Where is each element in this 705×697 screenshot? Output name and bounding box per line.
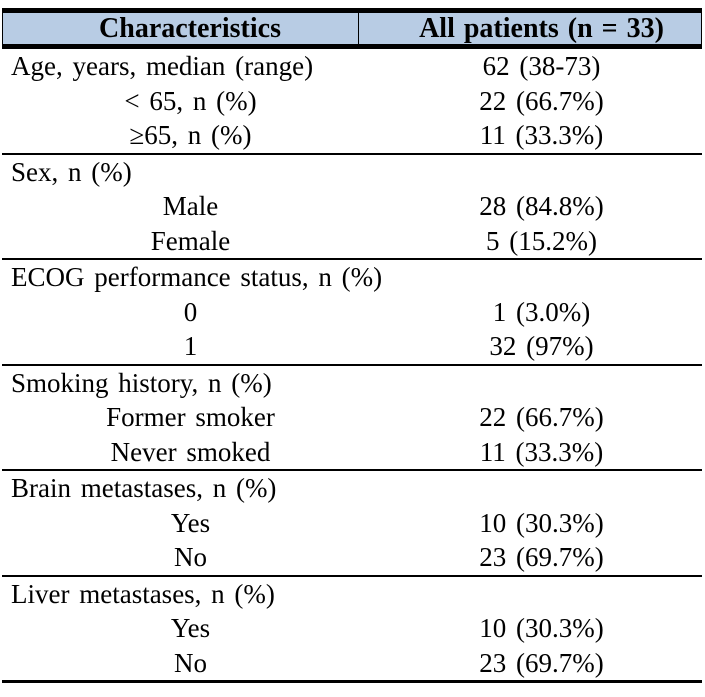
row-value: 23 (69.7%) (479, 542, 604, 573)
row-label: Age, years, median (range) (11, 51, 314, 82)
table-row: < 65, n (%) 22 (66.7%) (2, 84, 702, 119)
row-label: Yes (170, 507, 211, 538)
table-row: Male 28 (84.8%) (2, 189, 702, 224)
row-value: 22 (66.7%) (479, 402, 604, 433)
row-label: Male (162, 191, 219, 222)
table-row-category: ECOG performance status, n (%) (2, 260, 702, 295)
row-value: 1 (3.0%) (492, 296, 591, 327)
row-label: ≥65, n (%) (129, 120, 252, 151)
row-label: No (174, 542, 207, 573)
row-value: 62 (38-73) (482, 51, 601, 82)
table-row-category: Age, years, median (range) 62 (38-73) (2, 49, 702, 84)
row-value: 32 (97%) (489, 331, 594, 362)
row-label: 1 (183, 331, 198, 362)
table-row: No 23 (69.7%) (2, 540, 702, 575)
row-label: Never smoked (110, 436, 271, 467)
row-value: 5 (15.2%) (486, 225, 597, 256)
table-row: Former smoker 22 (66.7%) (2, 400, 702, 435)
table-body: Age, years, median (range) 62 (38-73) < 65… (2, 49, 702, 683)
patient-characteristics-table: Characteristics All patients (n = 33) Ag… (2, 8, 702, 683)
column-header-all-patients: All patients (n = 33) (419, 13, 664, 44)
table-section: Brain metastases, n (%) Yes 10 (30.3%) No 23… (2, 471, 702, 577)
row-label: ECOG performance status, n (%) (11, 262, 383, 293)
table-section: Sex, n (%) Male 28 (84.8%) Female 5 (15.2%) (2, 155, 702, 260)
table-row-category: Liver metastases, n (%) (2, 577, 702, 612)
row-label: Smoking history, n (%) (11, 367, 272, 398)
row-value: 10 (30.3%) (479, 613, 604, 644)
table-row-category: Brain metastases, n (%) (2, 471, 702, 506)
table-row: 1 32 (97%) (2, 329, 702, 364)
row-value: 11 (33.3%) (479, 120, 604, 151)
table-row: Never smoked 11 (33.3%) (2, 435, 702, 470)
table-section: ECOG performance status, n (%) 0 1 (3.0%) 1… (2, 260, 702, 366)
row-value: 23 (69.7%) (479, 647, 604, 678)
table-row: No 23 (69.7%) (2, 646, 702, 681)
table-header-row: Characteristics All patients (n = 33) (2, 12, 702, 49)
row-value: 10 (30.3%) (479, 507, 604, 538)
table-row-category: Sex, n (%) (2, 155, 702, 190)
row-label: No (174, 647, 207, 678)
table-row: 0 1 (3.0%) (2, 295, 702, 330)
table-row: Yes 10 (30.3%) (2, 611, 702, 646)
column-header-characteristics: Characteristics (2, 12, 359, 45)
row-label: Liver metastases, n (%) (11, 578, 275, 609)
table-section: Smoking history, n (%) Former smoker 22 (6… (2, 366, 702, 471)
row-value: 22 (66.7%) (479, 85, 604, 116)
row-label: Sex, n (%) (11, 156, 132, 187)
table-row: ≥65, n (%) 11 (33.3%) (2, 118, 702, 153)
row-label: Yes (170, 613, 211, 644)
row-label: Brain metastases, n (%) (11, 473, 277, 504)
table-section: Liver metastases, n (%) Yes 10 (30.3%) No 23… (2, 577, 702, 683)
table-row: Yes 10 (30.3%) (2, 506, 702, 541)
row-label: Former smoker (106, 402, 275, 433)
table-section: Age, years, median (range) 62 (38-73) < 65… (2, 49, 702, 155)
row-label: 0 (183, 296, 198, 327)
row-label: < 65, n (%) (124, 85, 257, 116)
row-value: 28 (84.8%) (479, 191, 604, 222)
row-value: 11 (33.3%) (479, 436, 604, 467)
row-label: Female (150, 225, 231, 256)
table-row: Female 5 (15.2%) (2, 224, 702, 259)
table-row-category: Smoking history, n (%) (2, 366, 702, 401)
